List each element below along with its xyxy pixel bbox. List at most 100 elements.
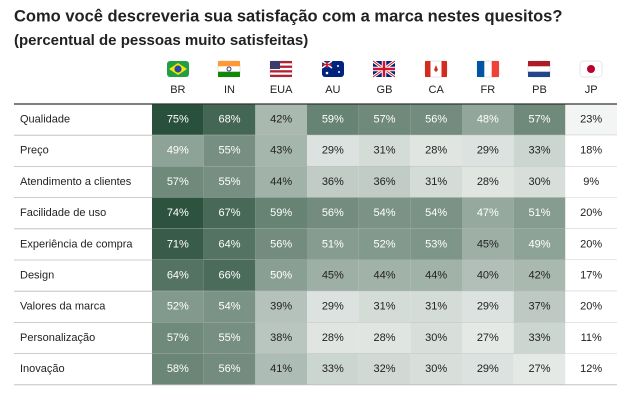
cell xyxy=(462,322,514,354)
cell xyxy=(358,104,411,136)
cell-label: 51% xyxy=(322,238,344,250)
cell xyxy=(255,135,307,167)
cell-label: 36% xyxy=(322,176,344,188)
cell-label: 29% xyxy=(477,301,499,313)
cell xyxy=(410,104,462,136)
cell-label: 49% xyxy=(167,145,189,157)
cell-label: 40% xyxy=(477,270,499,282)
cell xyxy=(152,322,204,354)
cell-label: 54% xyxy=(373,207,395,219)
cell-label: 75% xyxy=(167,114,189,126)
cell-label: 20% xyxy=(580,238,602,250)
cell xyxy=(513,260,566,292)
cell xyxy=(462,353,514,385)
cell xyxy=(513,291,566,323)
cell xyxy=(255,197,307,229)
cell xyxy=(203,228,256,260)
cell xyxy=(203,260,256,292)
cell-label: 42% xyxy=(528,270,550,282)
cell-label: 71% xyxy=(167,238,189,250)
cell xyxy=(203,104,256,136)
cell xyxy=(255,260,307,292)
cell-label: 56% xyxy=(270,238,292,250)
cell-label: 30% xyxy=(425,332,447,344)
column-label: BR xyxy=(170,84,185,96)
flags xyxy=(167,59,603,79)
cell-label: 30% xyxy=(528,176,550,188)
cell xyxy=(307,166,359,198)
cell xyxy=(410,291,462,323)
cell-label: 31% xyxy=(373,145,395,157)
cell xyxy=(255,322,307,354)
cell-label: 30% xyxy=(425,363,447,375)
cell-label: 43% xyxy=(270,145,292,157)
column-label: PB xyxy=(532,84,547,96)
cell-label: 55% xyxy=(218,176,240,188)
cell xyxy=(410,166,462,198)
cell-label: 52% xyxy=(373,238,395,250)
cell-label: 17% xyxy=(580,270,602,282)
cell xyxy=(410,260,462,292)
cell-label: 57% xyxy=(373,114,395,126)
row-label: Personalização xyxy=(20,332,95,344)
cell xyxy=(307,104,359,136)
column-label: IN xyxy=(224,84,235,96)
cell-label: 11% xyxy=(581,332,602,344)
cell-label: 55% xyxy=(218,332,240,344)
cell-label: 38% xyxy=(270,332,292,344)
cell xyxy=(255,353,307,385)
cell xyxy=(307,135,359,167)
cell xyxy=(462,260,514,292)
cell-label: 44% xyxy=(373,270,395,282)
cell-label: 29% xyxy=(477,145,499,157)
column-label: EUA xyxy=(270,84,293,96)
cell xyxy=(565,166,617,198)
cell-label: 29% xyxy=(477,363,499,375)
cell xyxy=(358,353,411,385)
cell-label: 33% xyxy=(322,363,344,375)
cell-label: 53% xyxy=(425,238,447,250)
cell xyxy=(152,197,204,229)
cell xyxy=(565,260,617,292)
cell xyxy=(358,135,411,167)
cell-label: 58% xyxy=(167,363,189,375)
cell xyxy=(255,291,307,323)
cell-label: 56% xyxy=(425,114,447,126)
cell xyxy=(255,166,307,198)
cell xyxy=(152,228,204,260)
cell-label: 52% xyxy=(167,301,189,313)
cell-label: 39% xyxy=(270,301,292,313)
cell-label: 31% xyxy=(425,176,447,188)
cell-label: 18% xyxy=(580,145,602,157)
cell-label: 59% xyxy=(322,114,344,126)
cell xyxy=(152,353,204,385)
cell-label: 59% xyxy=(270,207,292,219)
column-label: CA xyxy=(429,84,445,96)
cell-label: 48% xyxy=(477,114,499,126)
cell-label: 54% xyxy=(425,207,447,219)
cell-label: 57% xyxy=(167,176,189,188)
row-label: Design xyxy=(20,270,54,282)
cell-label: 74% xyxy=(167,207,189,219)
cell xyxy=(565,353,617,385)
cell-label: 42% xyxy=(270,114,292,126)
cell xyxy=(255,104,307,136)
cell-label: 56% xyxy=(322,207,344,219)
cell-label: 49% xyxy=(528,238,550,250)
cell xyxy=(152,135,204,167)
cell-label: 64% xyxy=(218,238,240,250)
cell-label: 29% xyxy=(322,145,344,157)
cell-label: 29% xyxy=(322,301,344,313)
cell xyxy=(358,322,411,354)
cell-label: 28% xyxy=(425,145,447,157)
cell xyxy=(462,291,514,323)
cell xyxy=(565,104,617,136)
column-label: JP xyxy=(585,84,598,96)
cell xyxy=(203,166,256,198)
cell xyxy=(410,228,462,260)
cell xyxy=(358,197,411,229)
cell xyxy=(307,353,359,385)
cell-label: 27% xyxy=(528,363,550,375)
cell-label: 41% xyxy=(270,363,292,375)
cell xyxy=(513,353,566,385)
